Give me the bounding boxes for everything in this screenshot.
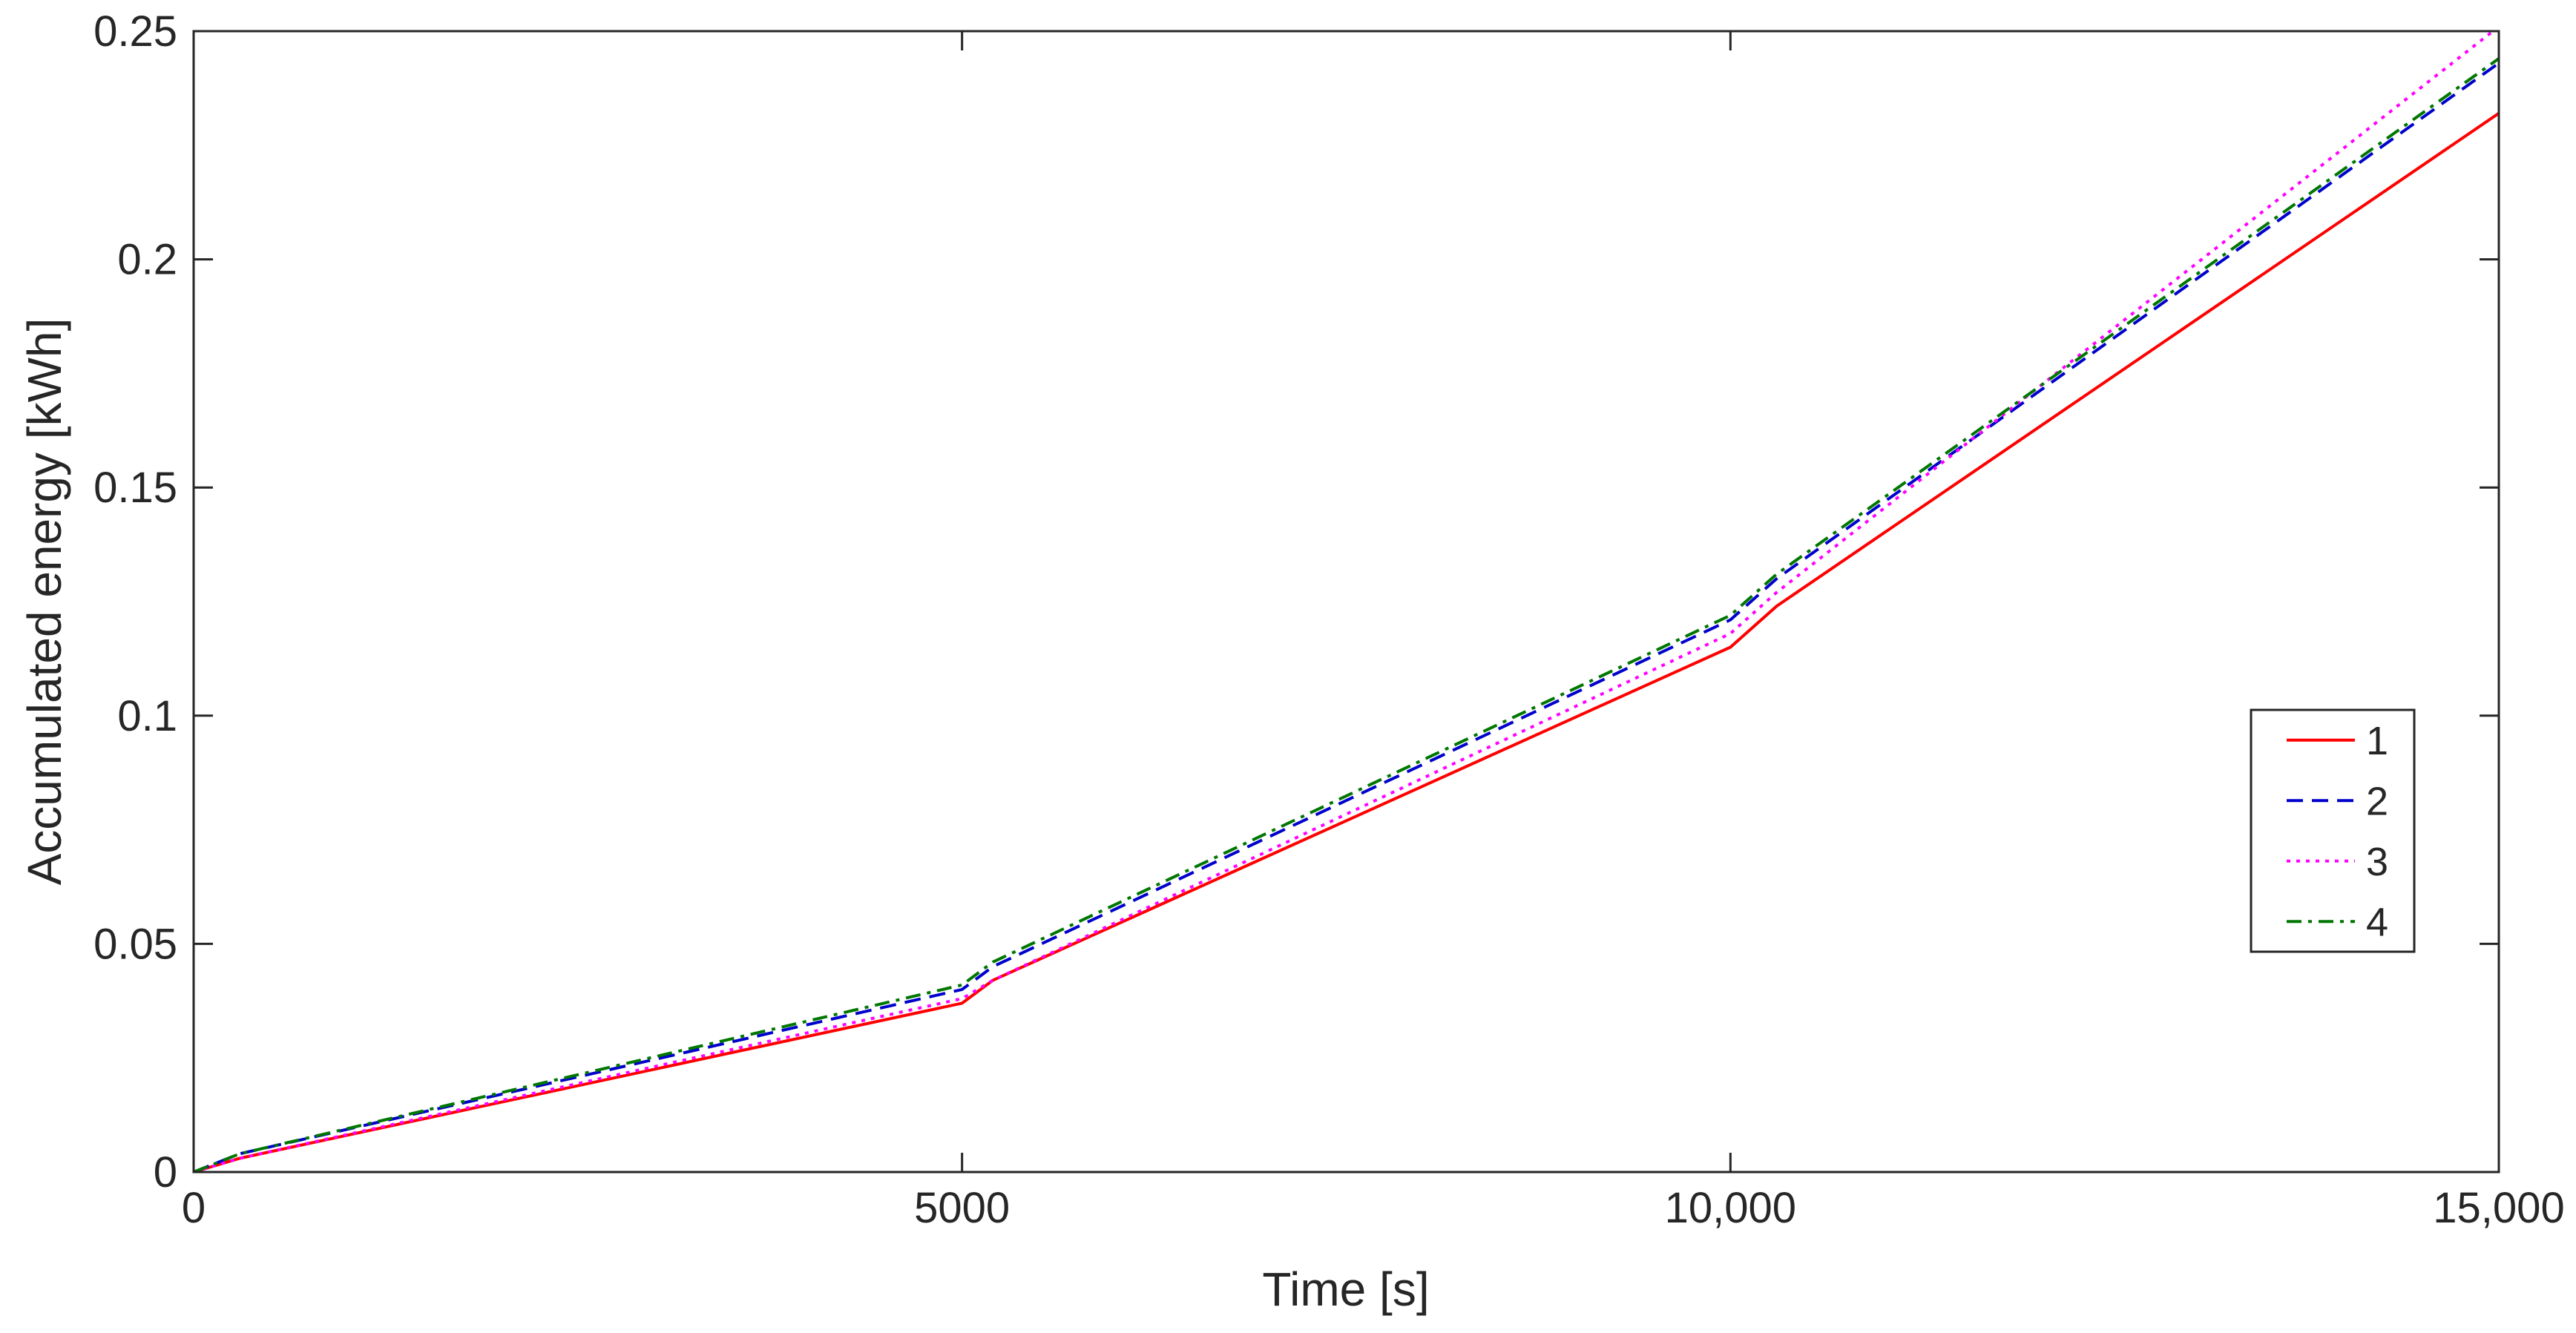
tick-layer: 0 5000 10,000 15,000 0 0.05 0.1 0.15 0.2 0.25 [93,7,2565,1232]
series-line-3 [194,31,2496,1172]
y-tick-label: 0.1 [117,692,177,740]
legend-label-1: 1 [2366,719,2388,763]
series-line-2 [194,62,2499,1172]
x-tick-label: 10,000 [1665,1184,1796,1232]
y-tick-label: 0.25 [93,7,177,56]
y-tick-label: 0.05 [93,920,177,968]
y-tick-label: 0.15 [93,464,177,512]
legend: 1 2 3 4 [2250,708,2416,953]
series-layer [194,31,2499,1172]
x-tick-label: 0 [182,1184,206,1232]
x-tick-label: 5000 [914,1184,1010,1232]
series-line-4 [194,57,2499,1172]
legend-label-2: 2 [2366,779,2388,823]
x-axis-title: Time [s] [1262,1263,1429,1316]
legend-label-4: 4 [2366,900,2388,944]
y-axis-title: Accumulated energy [kWh] [18,318,71,886]
legend-label-3: 3 [2366,840,2388,884]
y-tick-label: 0.2 [117,236,177,284]
legend-box [2250,708,2416,953]
x-tick-label: 15,000 [2433,1184,2564,1232]
plot-frame [192,30,2500,1174]
y-tick-label: 0 [154,1148,177,1197]
series-line-1 [194,112,2499,1172]
